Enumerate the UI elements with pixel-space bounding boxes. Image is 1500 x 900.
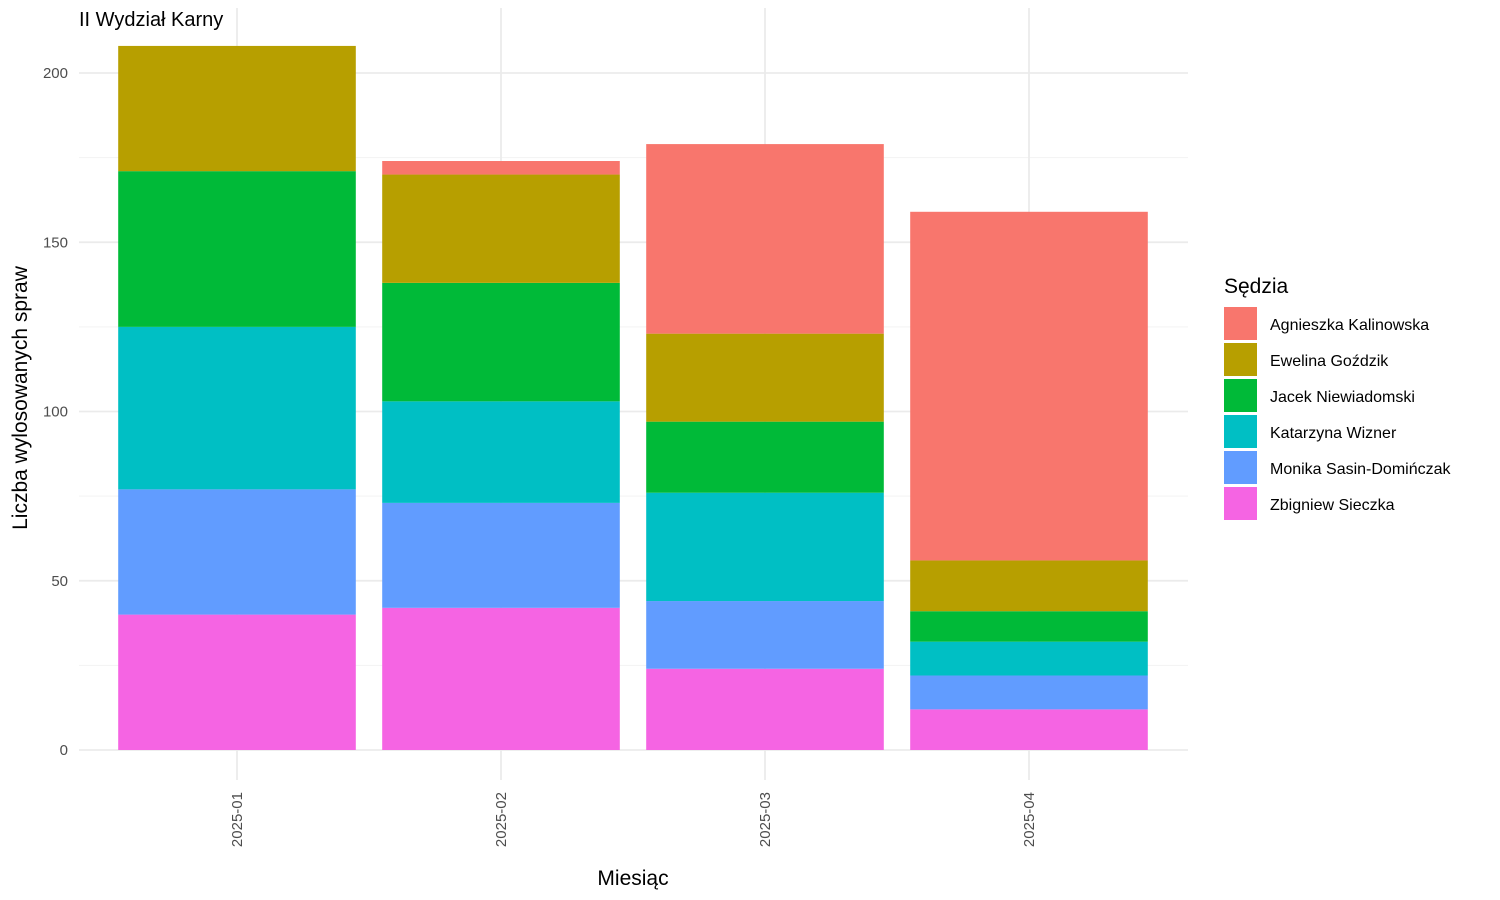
bar-segment	[382, 607, 620, 750]
bar-segment	[646, 601, 884, 669]
bar-segment	[118, 326, 356, 490]
legend-swatch	[1224, 307, 1257, 340]
bar-segment	[382, 161, 620, 175]
x-axis-title: Miesiąc	[597, 867, 668, 890]
bar-segment	[382, 502, 620, 608]
legend: Sędzia Agnieszka Kalinowska Ewelina Goźdz…	[1224, 275, 1452, 520]
y-tick-label: 50	[51, 573, 68, 590]
chart-title: II Wydział Karny	[79, 9, 223, 31]
legend-swatch	[1224, 451, 1257, 484]
legend-title: Sędzia	[1224, 275, 1289, 298]
legend-items: Agnieszka Kalinowska Ewelina Goździk Jacek…	[1224, 307, 1452, 520]
bar-segment	[910, 675, 1148, 710]
legend-swatch	[1224, 379, 1257, 412]
x-tick-label: 2025-01	[229, 792, 246, 847]
bar-segment	[118, 614, 356, 750]
legend-label: Jacek Niewiadomski	[1270, 389, 1415, 406]
bar-segment	[910, 641, 1148, 676]
legend-label: Zbigniew Sieczka	[1270, 497, 1395, 514]
x-tick-label: 2025-02	[493, 792, 510, 847]
bar-segment	[118, 489, 356, 615]
bar-segment	[646, 333, 884, 422]
bar-segment	[118, 171, 356, 327]
bar-segment	[382, 282, 620, 402]
x-tick-label: 2025-03	[757, 792, 774, 847]
legend-label: Monika Sasin-Domińczak	[1270, 461, 1452, 478]
bar-segment	[646, 421, 884, 493]
legend-swatch	[1224, 415, 1257, 448]
bar-segment	[646, 668, 884, 750]
y-tick-label: 0	[60, 742, 68, 759]
bar-segment	[910, 211, 1148, 561]
bar-segment	[382, 401, 620, 503]
y-axis-title: Liczba wylosowanych spraw	[9, 265, 32, 530]
x-tick-label: 2025-04	[1021, 792, 1038, 847]
legend-swatch	[1224, 487, 1257, 520]
bar-segment	[646, 144, 884, 334]
legend-label: Agnieszka Kalinowska	[1270, 317, 1429, 334]
y-tick-label: 100	[43, 404, 68, 421]
bar-segment	[646, 492, 884, 602]
bar-segment	[910, 560, 1148, 612]
bar-segment	[910, 709, 1148, 750]
y-tick-label: 200	[43, 65, 68, 82]
legend-swatch	[1224, 343, 1257, 376]
y-axis-ticks: 0 50 100 150 200	[43, 65, 68, 759]
y-tick-label: 150	[43, 234, 68, 251]
bar-segment	[118, 45, 356, 172]
legend-label: Katarzyna Wizner	[1270, 425, 1397, 442]
bar-segment	[382, 174, 620, 283]
bar-segment	[910, 611, 1148, 642]
legend-label: Ewelina Goździk	[1270, 353, 1389, 370]
x-axis-ticks: 2025-01 2025-02 2025-03 2025-04	[229, 792, 1038, 847]
bars	[118, 45, 1148, 750]
